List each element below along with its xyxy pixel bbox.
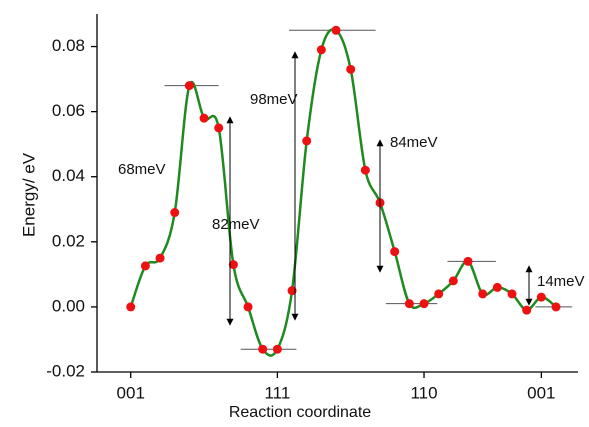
data-point [272,344,282,354]
data-point [419,299,429,309]
annotation: 82meV [212,216,260,233]
data-point [346,64,356,74]
data-point [448,276,458,286]
data-point [390,247,400,257]
data-point [331,25,341,35]
annotation: 14meV [537,273,585,290]
data-point [258,344,268,354]
data-point [478,289,488,299]
y-tick-label: 0.06 [52,101,85,120]
data-point [199,113,209,123]
energy-curve [129,28,557,357]
x-axis-label: Reaction coordinate [229,404,371,421]
data-point [522,305,532,315]
x-tick-label: 001 [527,383,555,402]
x-tick-label: 110 [410,383,437,402]
data-point [536,292,546,302]
data-point [463,256,473,266]
annotation: 68meV [118,161,166,178]
data-point [155,253,165,263]
x-tick-label: 111 [264,383,290,402]
data-point [507,289,517,299]
x-tick-label: 001 [117,383,145,402]
data-point [243,302,253,312]
data-point [302,136,312,146]
data-point [434,289,444,299]
data-point [214,123,224,133]
y-tick-label: -0.02 [46,361,85,380]
y-tick-label: 0.02 [52,231,85,250]
data-point [360,165,370,175]
y-tick-label: 0.04 [52,166,85,185]
data-point [316,45,326,55]
data-point [126,302,136,312]
data-point [140,261,150,271]
y-tick-label: 0.08 [52,36,85,55]
data-point [404,299,414,309]
data-point [551,302,561,312]
data-point [184,81,194,91]
annotation: 98meV [250,91,298,108]
data-point [492,282,502,292]
data-point [170,208,180,218]
y-axis-label: Energy/ eV [19,152,38,237]
y-tick-label: 0.00 [52,296,85,315]
annotation: 84meV [390,134,438,151]
